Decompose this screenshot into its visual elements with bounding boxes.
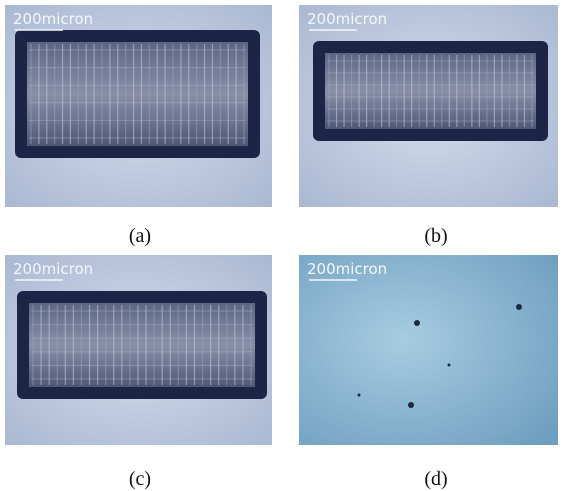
caption: (c) xyxy=(129,468,151,490)
debris xyxy=(414,320,420,326)
micrograph: 200micron xyxy=(5,5,272,207)
debris xyxy=(408,402,414,408)
scale-label: 200micron xyxy=(307,260,387,278)
caption: (a) xyxy=(129,225,151,247)
caption: (b) xyxy=(424,225,447,247)
specimen-body xyxy=(27,42,248,146)
caption: (d) xyxy=(424,468,447,490)
scale-label: 200micron xyxy=(13,260,93,278)
debris xyxy=(358,394,361,397)
debris xyxy=(448,364,451,367)
debris xyxy=(516,304,522,310)
micrograph: 200micron xyxy=(5,255,272,445)
micrograph: 200micron xyxy=(299,5,558,207)
image-background xyxy=(299,255,558,445)
specimen-body xyxy=(325,53,536,129)
micrograph: 200micron xyxy=(299,255,558,445)
specimen-body xyxy=(29,303,255,387)
figure: 200micron (a) 200micron (b) 200micron (c) 200m… xyxy=(0,0,562,491)
scale-label: 200micron xyxy=(307,10,387,28)
scale-label: 200micron xyxy=(13,10,93,28)
